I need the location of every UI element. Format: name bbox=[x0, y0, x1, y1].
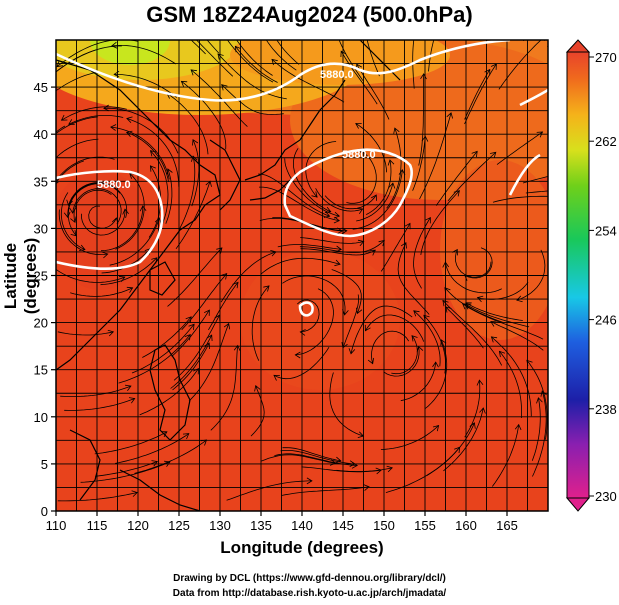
colorbar-tick-label: 246 bbox=[595, 313, 617, 328]
contour-labels: 5880.0 5880.0 5880.0 bbox=[97, 69, 376, 191]
credit-drawing: Drawing by DCL (https://www.gfd-dennou.o… bbox=[173, 573, 446, 584]
y-tick-label: 25 bbox=[34, 269, 48, 284]
map-title: GSM 18Z24Aug2024 (500.0hPa) bbox=[146, 2, 473, 27]
colorbar-tick-label: 254 bbox=[595, 223, 617, 238]
y-axis-label: Latitude (degrees) bbox=[1, 237, 40, 315]
y-tick-label: 10 bbox=[34, 410, 48, 425]
x-tick-label: 110 bbox=[46, 518, 67, 533]
x-axis-label: Longitude (degrees) bbox=[220, 538, 384, 557]
contour-label-north: 5880.0 bbox=[320, 69, 354, 81]
x-tick-label: 140 bbox=[291, 518, 313, 533]
x-tick-label: 150 bbox=[373, 518, 395, 533]
y-tick-label: 45 bbox=[34, 80, 48, 95]
x-tick-label: 115 bbox=[87, 518, 108, 533]
y-axis: 0 5 10 15 20 25 30 35 40 45 bbox=[34, 80, 56, 519]
contour-label-pacific: 5880.0 bbox=[342, 149, 376, 161]
y-tick-label: 35 bbox=[34, 174, 48, 189]
x-tick-label: 135 bbox=[250, 518, 272, 533]
colorbar-tick-label: 238 bbox=[595, 402, 617, 417]
x-tick-label: 155 bbox=[414, 518, 436, 533]
coastlines bbox=[56, 40, 401, 511]
colorbar-ticks: 230 238 246 254 262 270 bbox=[589, 50, 617, 504]
x-tick-label: 145 bbox=[332, 518, 354, 533]
y-tick-label: 30 bbox=[34, 221, 48, 236]
grid-lines bbox=[55, 39, 549, 512]
y-tick-label: 5 bbox=[41, 457, 48, 472]
y-tick-label: 40 bbox=[34, 127, 48, 142]
y-tick-label: 15 bbox=[34, 363, 48, 378]
x-tick-label: 125 bbox=[168, 518, 190, 533]
colorbar-tick-label: 270 bbox=[595, 50, 617, 65]
height-contours bbox=[56, 40, 548, 317]
x-tick-label: 120 bbox=[127, 518, 149, 533]
temperature-field bbox=[56, 40, 548, 511]
x-tick-label: 130 bbox=[209, 518, 231, 533]
x-tick-label: 165 bbox=[496, 518, 518, 533]
credit-data: Data from http://database.rish.kyoto-u.a… bbox=[172, 588, 447, 599]
x-tick-label: 160 bbox=[455, 518, 477, 533]
colorbar-tick-label: 262 bbox=[595, 134, 617, 149]
y-tick-label: 20 bbox=[34, 316, 48, 331]
contour-label-china: 5880.0 bbox=[97, 179, 131, 191]
colorbar-tick-label: 230 bbox=[595, 489, 617, 504]
y-tick-label: 0 bbox=[41, 504, 48, 519]
colorbar bbox=[565, 39, 591, 512]
x-axis: 110 115 120 125 130 135 140 145 150 155 160 165 bbox=[46, 511, 518, 533]
